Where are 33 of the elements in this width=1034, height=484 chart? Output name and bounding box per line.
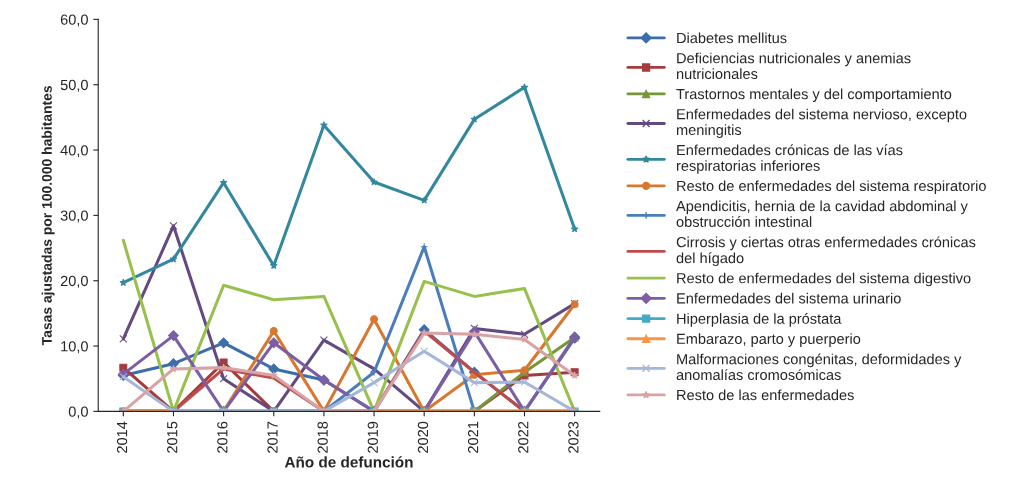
y-tick-label: 0,0 [68,406,88,419]
y-tick-label: 40,0 [60,145,88,158]
legend-label: Diabetes mellitus [677,32,787,44]
y-tick-label: 30,0 [60,210,88,223]
x-tick-label: 2015 [167,421,178,453]
y-tick-label: 60,0 [60,14,88,27]
legend-label: Resto de las enfermedades [677,389,854,401]
x-tick-label: 2019 [367,421,378,453]
x-tick-label: 2023 [568,421,579,453]
legend-label: Cirrosis y ciertas otras enfermedades crónicas del hígado [676,236,976,267]
x-tick-label: 2021 [467,421,479,453]
legend-label: Malformaciones congénitas, deformidades y anomalías cromosómicas [676,353,962,381]
legend-label: Embarazo, parto y puerperio [677,333,861,347]
legend-label: Enfermedades del sistema nervioso, excepto meningitis [676,108,967,138]
x-tick-label: 2018 [317,421,328,453]
legend-label: Enfermedades del sistema urinario [677,292,901,304]
x-tick-label: 2014 [116,421,128,453]
legend-label: Apendicitis, hernia de la cavidad abdominal y obstrucción intestinal [676,200,968,227]
legend-label: Trastornos mentales y del comportamiento [676,88,952,103]
y-tick-label: 20,0 [60,275,88,288]
x-axis-title: Año de defunción [284,456,413,468]
y-axis-title: Tasas ajustadas por 100.000 habitantes [41,85,55,346]
legend-label: Hiperplasia de la próstata [677,312,842,327]
legend-label: Enfermedades crónicas de las vías respiratorias inferiores [676,144,903,174]
x-tick-label: 2020 [417,421,429,453]
x-tick-label: 2022 [518,421,529,453]
x-tick-label: 2017 [267,421,278,453]
legend-label: Resto de enfermedades del sistema respiratorio [677,180,986,194]
y-tick-label: 10,0 [61,341,88,354]
legend-label: Resto de enfermedades del sistema digestivo [677,272,971,287]
y-tick-label: 50,0 [60,79,88,92]
x-tick-label: 2016 [217,421,228,453]
legend-label: Deficiencias nutricionales y anemias nutricionales [676,52,911,80]
